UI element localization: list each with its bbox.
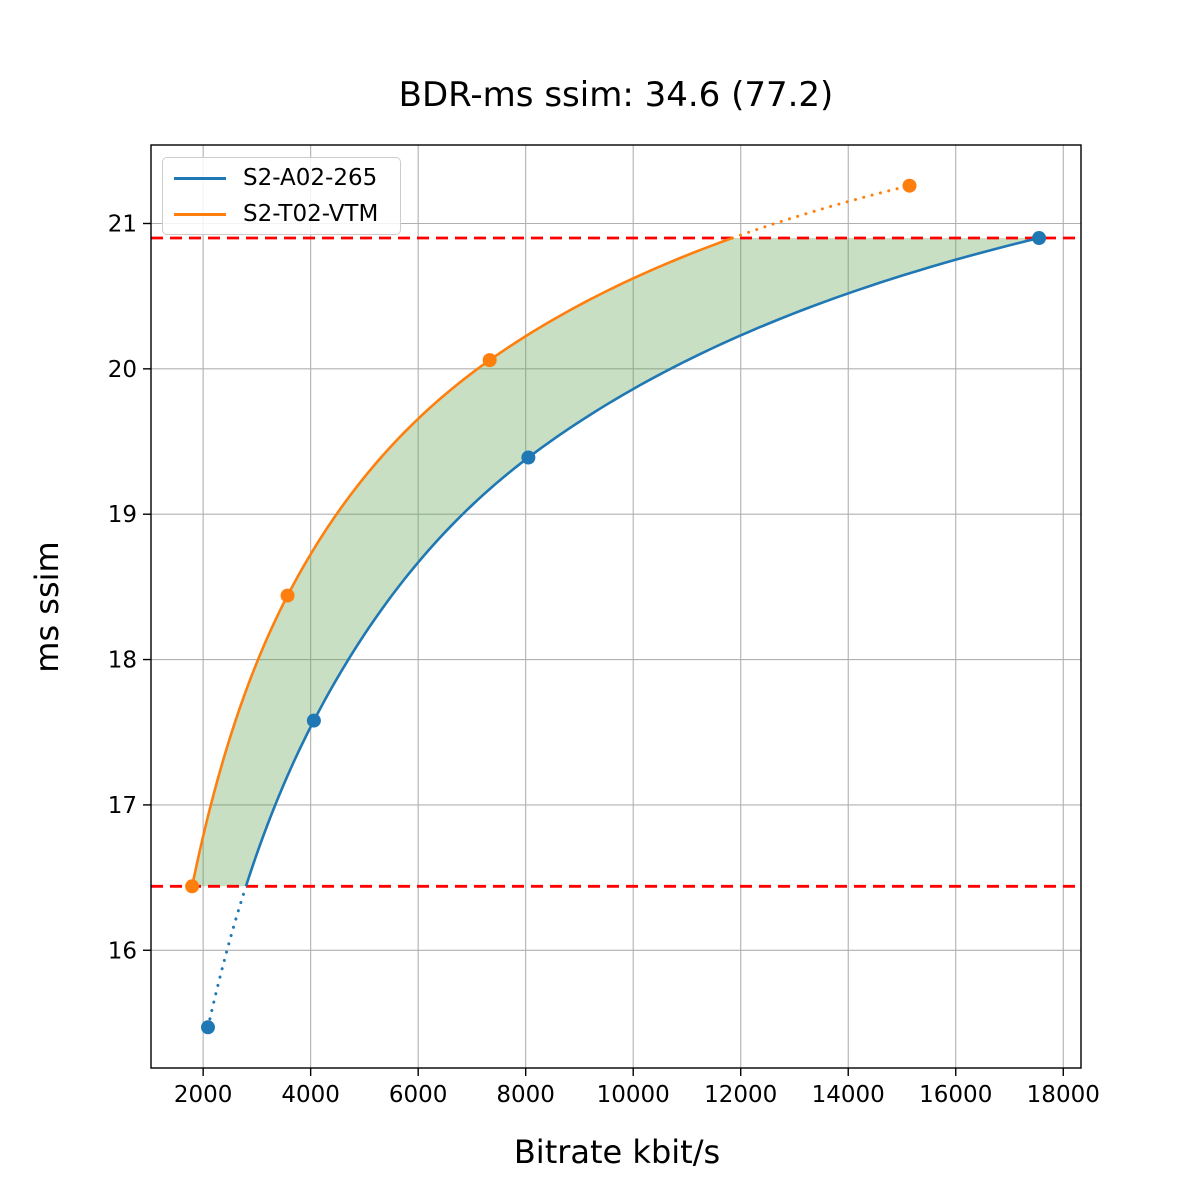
series-dotted-segment-s2-a02-265 (206, 884, 248, 1029)
data-point-marker-s2-a02-265 (1032, 231, 1047, 246)
legend-line-swatch-blue (174, 176, 226, 180)
y-tick-label: 21 (108, 211, 137, 237)
legend: S2-A02-265 S2-T02-VTM (162, 157, 401, 235)
data-point-marker-s2-t02-vtm (482, 353, 497, 368)
data-point-marker-s2-t02-vtm (185, 879, 200, 894)
data-point-marker-s2-a02-265 (521, 450, 536, 465)
chart-title: BDR-ms ssim: 34.6 (77.2) (398, 75, 834, 115)
data-point-marker-s2-t02-vtm (902, 178, 917, 193)
bd-shaded-region (192, 238, 1040, 887)
x-tick-label: 2000 (174, 1082, 233, 1108)
x-tick-label: 14000 (812, 1082, 885, 1108)
legend-label: S2-T02-VTM (243, 201, 379, 227)
x-tick-label: 12000 (704, 1082, 777, 1108)
x-tick-label: 4000 (281, 1082, 340, 1108)
data-point-marker-s2-t02-vtm (280, 588, 295, 603)
data-point-marker-s2-a02-265 (200, 1020, 215, 1035)
legend-entry-s2-a02-265: S2-A02-265 (174, 165, 400, 191)
y-tick-label: 18 (108, 648, 137, 674)
series-line-s2-a02-265 (244, 236, 1040, 887)
axes-spine (150, 144, 1082, 1069)
x-axis-label: Bitrate kbit/s (513, 1133, 721, 1171)
series-line-s2-t02-vtm (190, 236, 733, 887)
x-tick-label: 8000 (496, 1082, 555, 1108)
x-tick-label: 10000 (597, 1082, 670, 1108)
legend-entry-s2-t02-vtm: S2-T02-VTM (174, 201, 400, 227)
y-tick-label: 19 (108, 502, 137, 528)
x-tick-label: 6000 (389, 1082, 448, 1108)
x-tick-label: 18000 (1027, 1082, 1100, 1108)
series-dotted-segment-s2-t02-vtm (730, 184, 912, 240)
data-point-marker-s2-a02-265 (306, 713, 321, 728)
legend-line-swatch-orange (174, 212, 226, 216)
x-tick-label: 16000 (919, 1082, 992, 1108)
y-tick-label: 16 (108, 938, 137, 964)
legend-label: S2-A02-265 (243, 165, 378, 191)
y-tick-label: 17 (108, 793, 137, 819)
y-tick-label: 20 (108, 357, 137, 383)
